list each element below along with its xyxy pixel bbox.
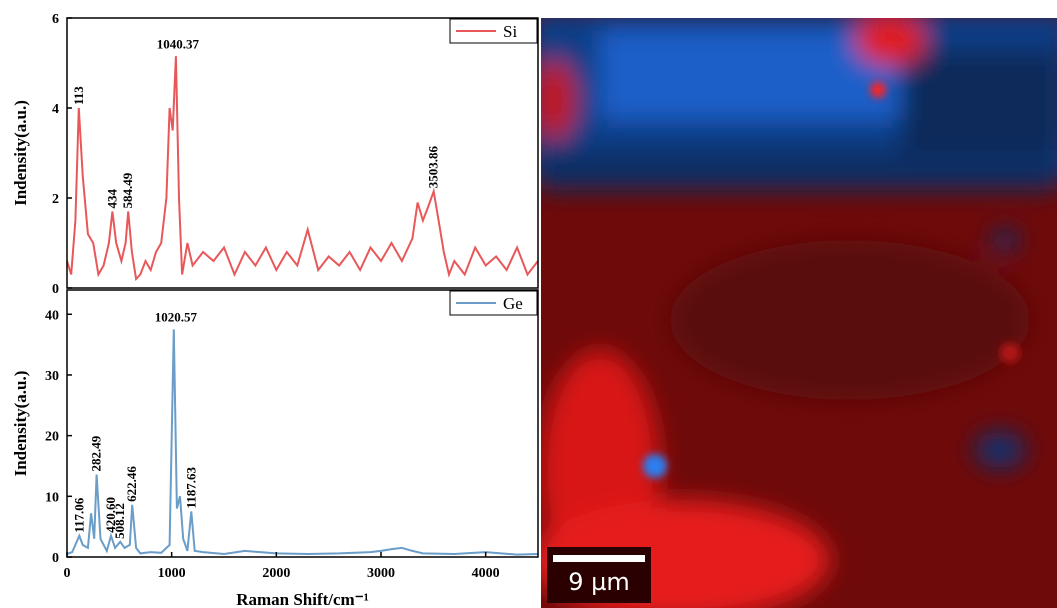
y-tick-label: 4 — [52, 102, 59, 117]
peak-label: 1020.57 — [155, 309, 198, 324]
peak-label: 1040.37 — [157, 36, 200, 51]
y-tick-label: 0 — [52, 551, 59, 566]
y-tick-label: 10 — [45, 490, 59, 505]
x-tick-label: 4000 — [472, 566, 500, 581]
scale-label: 9 µm — [568, 568, 630, 596]
peak-label: 508.12 — [112, 503, 127, 539]
x-tick-label: 1000 — [158, 566, 186, 581]
x-tick-label: 3000 — [367, 566, 395, 581]
y-tick-label: 20 — [45, 430, 59, 445]
scale-bar — [553, 555, 645, 562]
x-tick-label: 2000 — [262, 566, 290, 581]
y-tick-label: 6 — [52, 12, 59, 27]
y-axis-label: Indensity(a.u.) — [11, 371, 30, 477]
y-axis-label: Indensity(a.u.) — [11, 100, 30, 206]
y-tick-label: 40 — [45, 308, 59, 323]
plot-frame — [66, 17, 539, 289]
y-tick-label: 0 — [52, 282, 59, 297]
peak-label: 420.60 — [103, 497, 118, 533]
raman-map: 9 µm — [541, 18, 1057, 608]
peak-label: 622.46 — [124, 466, 139, 502]
peak-label: 434 — [104, 189, 119, 209]
plot-frame — [66, 289, 539, 558]
y-tick-label: 30 — [45, 369, 59, 384]
peak-label: 282.49 — [89, 435, 104, 471]
peak-label: 1187.63 — [183, 466, 198, 508]
legend-label: Si — [503, 22, 517, 41]
spectrum-line — [66, 56, 539, 282]
y-tick-label: 2 — [52, 192, 59, 207]
legend-label: Ge — [503, 294, 523, 313]
peak-label: 3503.86 — [426, 146, 441, 189]
peak-label: 113 — [71, 86, 86, 105]
spectrum-line — [66, 329, 539, 556]
x-axis-label: Raman Shift/cm⁻¹ — [236, 590, 369, 608]
peak-label: 117.06 — [71, 497, 86, 533]
x-tick-label: 0 — [64, 566, 71, 581]
peak-label: 584.49 — [120, 172, 135, 208]
